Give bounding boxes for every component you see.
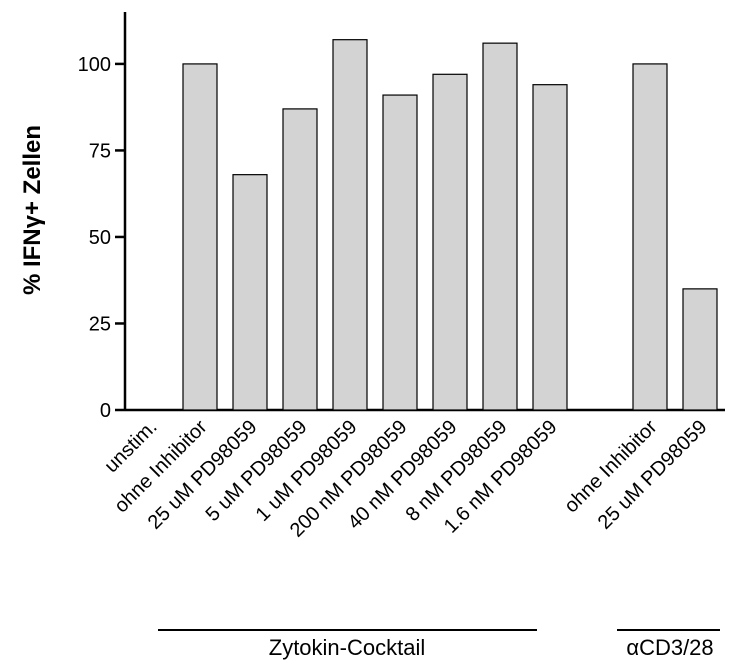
y-tick-label: 75 — [89, 140, 111, 162]
bar — [432, 73, 468, 411]
y-tick-label: 50 — [89, 227, 111, 249]
bar — [282, 108, 318, 411]
bar — [232, 174, 268, 411]
y-tick-label: 100 — [78, 54, 111, 76]
y-tick-label: 0 — [100, 400, 111, 422]
bar — [682, 288, 718, 411]
bar — [332, 39, 368, 411]
bar — [532, 84, 568, 411]
bar — [482, 42, 518, 411]
y-axis-label: % IFNγ+ Zellen — [19, 125, 46, 295]
bar — [182, 63, 218, 411]
bar — [382, 94, 418, 411]
bar — [632, 63, 668, 411]
group-label: Zytokin-Cocktail — [269, 635, 425, 660]
y-tick-label: 25 — [89, 313, 111, 335]
group-label: αCD3/28 — [626, 635, 713, 660]
